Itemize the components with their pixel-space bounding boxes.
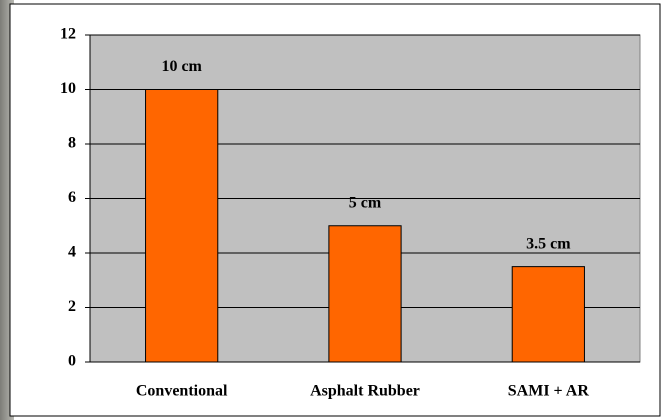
y-tick-label: 6 (68, 189, 76, 206)
x-tick-label: SAMI + AR (508, 383, 590, 400)
y-tick-label: 12 (60, 26, 76, 43)
data-label: 3.5 cm (526, 235, 571, 252)
y-tick-label: 8 (68, 135, 76, 152)
bar (328, 225, 402, 363)
y-tick-label: 4 (68, 244, 76, 261)
x-tick-label: Asphalt Rubber (310, 383, 420, 400)
x-tick-label: Conventional (136, 383, 228, 400)
y-tick-label: 0 (68, 353, 76, 370)
y-tick-label: 2 (68, 298, 76, 315)
bar (511, 266, 585, 363)
y-tick-label: 10 (60, 80, 76, 97)
data-label: 5 cm (349, 194, 382, 211)
data-label: 10 cm (161, 58, 202, 75)
bar (145, 89, 219, 363)
